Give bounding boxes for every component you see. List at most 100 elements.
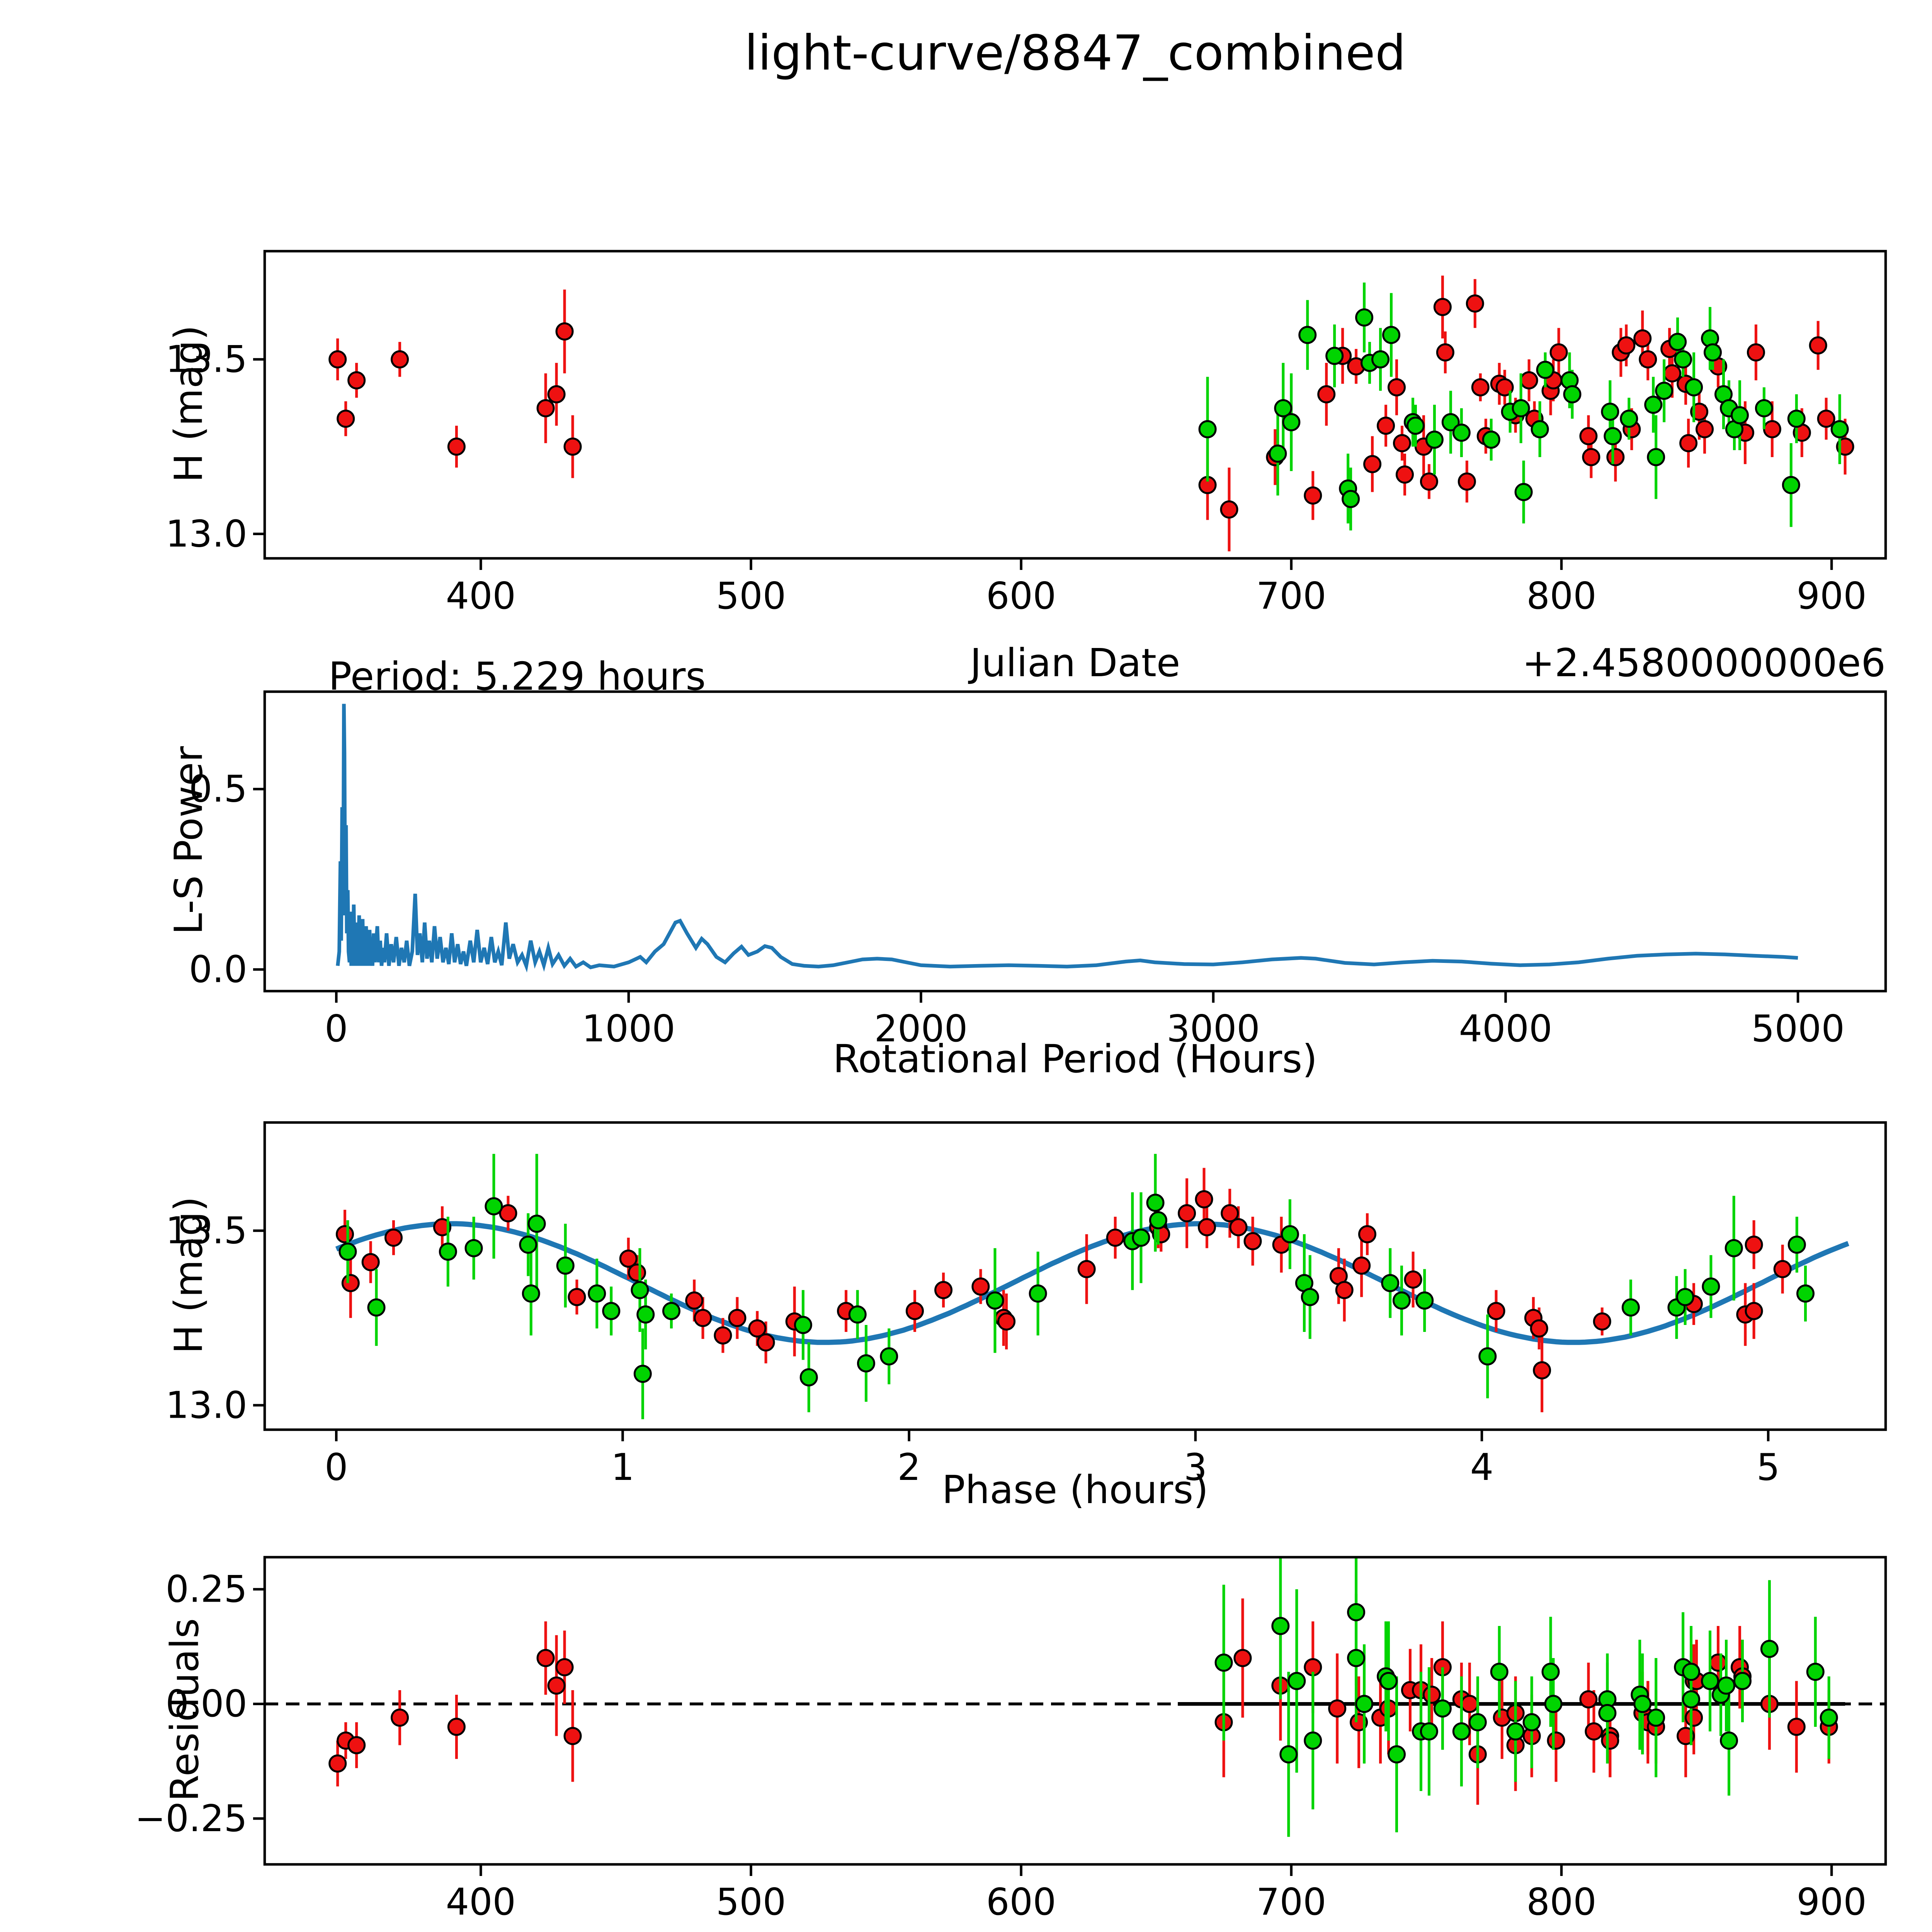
data-point-green <box>1433 1699 1452 1718</box>
data-point-red <box>1606 448 1625 466</box>
data-point-green <box>1301 1288 1319 1306</box>
data-point-green <box>1647 1708 1665 1727</box>
data-point-green <box>1381 1274 1400 1293</box>
data-point-green <box>1820 1708 1838 1727</box>
sine-fit-curve <box>335 1221 1849 1345</box>
data-point-red <box>1363 455 1382 473</box>
data-point-red <box>547 1676 566 1695</box>
x-tick-label: 2000 <box>874 1008 968 1050</box>
data-point-green <box>1760 1639 1779 1658</box>
x-tick-label: 900 <box>1797 1881 1867 1923</box>
data-point-red <box>1433 298 1452 316</box>
x-tick-label: 800 <box>1526 575 1596 617</box>
data-point-green <box>1379 1672 1398 1690</box>
x-tick-label: 600 <box>986 575 1056 617</box>
data-point-red <box>328 1754 347 1773</box>
data-point-green <box>527 1214 546 1233</box>
data-point-red <box>1393 434 1411 452</box>
data-point-green <box>1132 1228 1150 1247</box>
data-point-green <box>1647 448 1665 466</box>
data-point-red <box>563 437 582 456</box>
data-point-green <box>1633 1695 1652 1713</box>
data-point-green <box>1806 1663 1825 1681</box>
plot-area-periodogram <box>336 704 1798 973</box>
axes-box <box>263 250 1887 560</box>
data-point-red <box>499 1204 517 1223</box>
data-point-red <box>1317 385 1336 403</box>
data-point-green <box>1304 1731 1322 1750</box>
data-point-red <box>336 1225 354 1243</box>
data-point-green <box>1676 1288 1694 1306</box>
data-point-green <box>1415 1291 1434 1310</box>
data-point-red <box>433 1218 452 1236</box>
data-point-green <box>1298 326 1317 344</box>
data-point-green <box>1682 1690 1701 1709</box>
data-point-green <box>1274 399 1293 418</box>
data-point-red <box>1809 336 1827 355</box>
x-tick-label: 2 <box>897 1446 920 1489</box>
y-tick-label: 0.5 <box>189 768 247 811</box>
data-point-red <box>1358 1225 1376 1243</box>
data-point-red <box>1773 1260 1792 1278</box>
x-tick-label: 500 <box>716 575 786 617</box>
data-point-green <box>1342 490 1360 508</box>
data-point-red <box>563 1727 582 1745</box>
data-point-red <box>391 1708 409 1727</box>
x-tick-label: 4000 <box>1459 1008 1553 1050</box>
panel4-y-axis-label: Residuals <box>161 1618 208 1802</box>
panel-lightcurve-jd: 400 500 600 700 800 900 13.0 13.5 <box>165 250 1887 617</box>
data-point-red <box>1077 1260 1096 1278</box>
figure-title: light-curve/8847_combined <box>744 25 1406 81</box>
data-point-red <box>1709 1653 1728 1672</box>
data-point-red <box>555 322 574 341</box>
data-point-green <box>1725 1239 1743 1257</box>
data-point-red <box>1377 417 1395 435</box>
data-point-green <box>1347 1649 1366 1667</box>
data-point-red <box>555 1658 574 1677</box>
panel-periodogram: 0 1000 2000 3000 4000 5000 0.0 0.5 <box>189 690 1887 1050</box>
data-point-green <box>1685 378 1703 396</box>
data-point-red <box>337 410 355 428</box>
plot-area-phase-folded <box>335 1154 1849 1419</box>
x-tick-label: 3 <box>1184 1446 1207 1489</box>
data-point-green <box>1287 1672 1306 1690</box>
data-point-red <box>1747 343 1765 362</box>
data-point-green <box>1282 413 1301 432</box>
axes-box <box>263 1556 1887 1866</box>
data-point-green <box>1514 483 1533 501</box>
periodogram-line <box>336 704 1798 973</box>
data-point-red <box>384 1228 403 1247</box>
x-tick-label: 600 <box>986 1881 1056 1923</box>
axes-box <box>263 1121 1887 1431</box>
panel-residuals-jd: 400 500 600 700 800 900 −0.25 0.00 0.25 <box>135 1556 1887 1923</box>
data-point-red <box>547 385 566 403</box>
data-point-green <box>1420 1722 1438 1741</box>
x-tick-label: 0 <box>325 1446 348 1489</box>
period-annotation: Period: 5.229 hours <box>328 653 706 699</box>
data-point-green <box>662 1302 680 1320</box>
data-point-green <box>1214 1653 1233 1672</box>
x-tick-label: 4 <box>1470 1446 1493 1489</box>
data-point-green <box>464 1239 483 1257</box>
x-tick-label: 1000 <box>582 1008 675 1050</box>
data-point-green <box>1482 430 1500 449</box>
data-point-red <box>391 350 409 369</box>
data-point-red <box>1787 1718 1806 1736</box>
data-point-red <box>1388 378 1406 396</box>
data-point-green <box>799 1368 818 1386</box>
data-point-red <box>997 1312 1016 1331</box>
data-point-green <box>1355 1695 1374 1713</box>
data-point-green <box>367 1298 386 1317</box>
y-tick-label: 0.25 <box>165 1568 247 1611</box>
data-point-green <box>857 1354 875 1372</box>
data-point-red <box>1229 1218 1248 1236</box>
data-point-red <box>1233 1649 1252 1667</box>
data-point-red <box>1243 1232 1262 1250</box>
data-point-green <box>1541 1663 1560 1681</box>
x-tick-label: 5 <box>1757 1446 1780 1489</box>
data-point-red <box>728 1309 747 1327</box>
data-point-green <box>1796 1284 1815 1303</box>
data-point-red <box>1696 420 1714 439</box>
